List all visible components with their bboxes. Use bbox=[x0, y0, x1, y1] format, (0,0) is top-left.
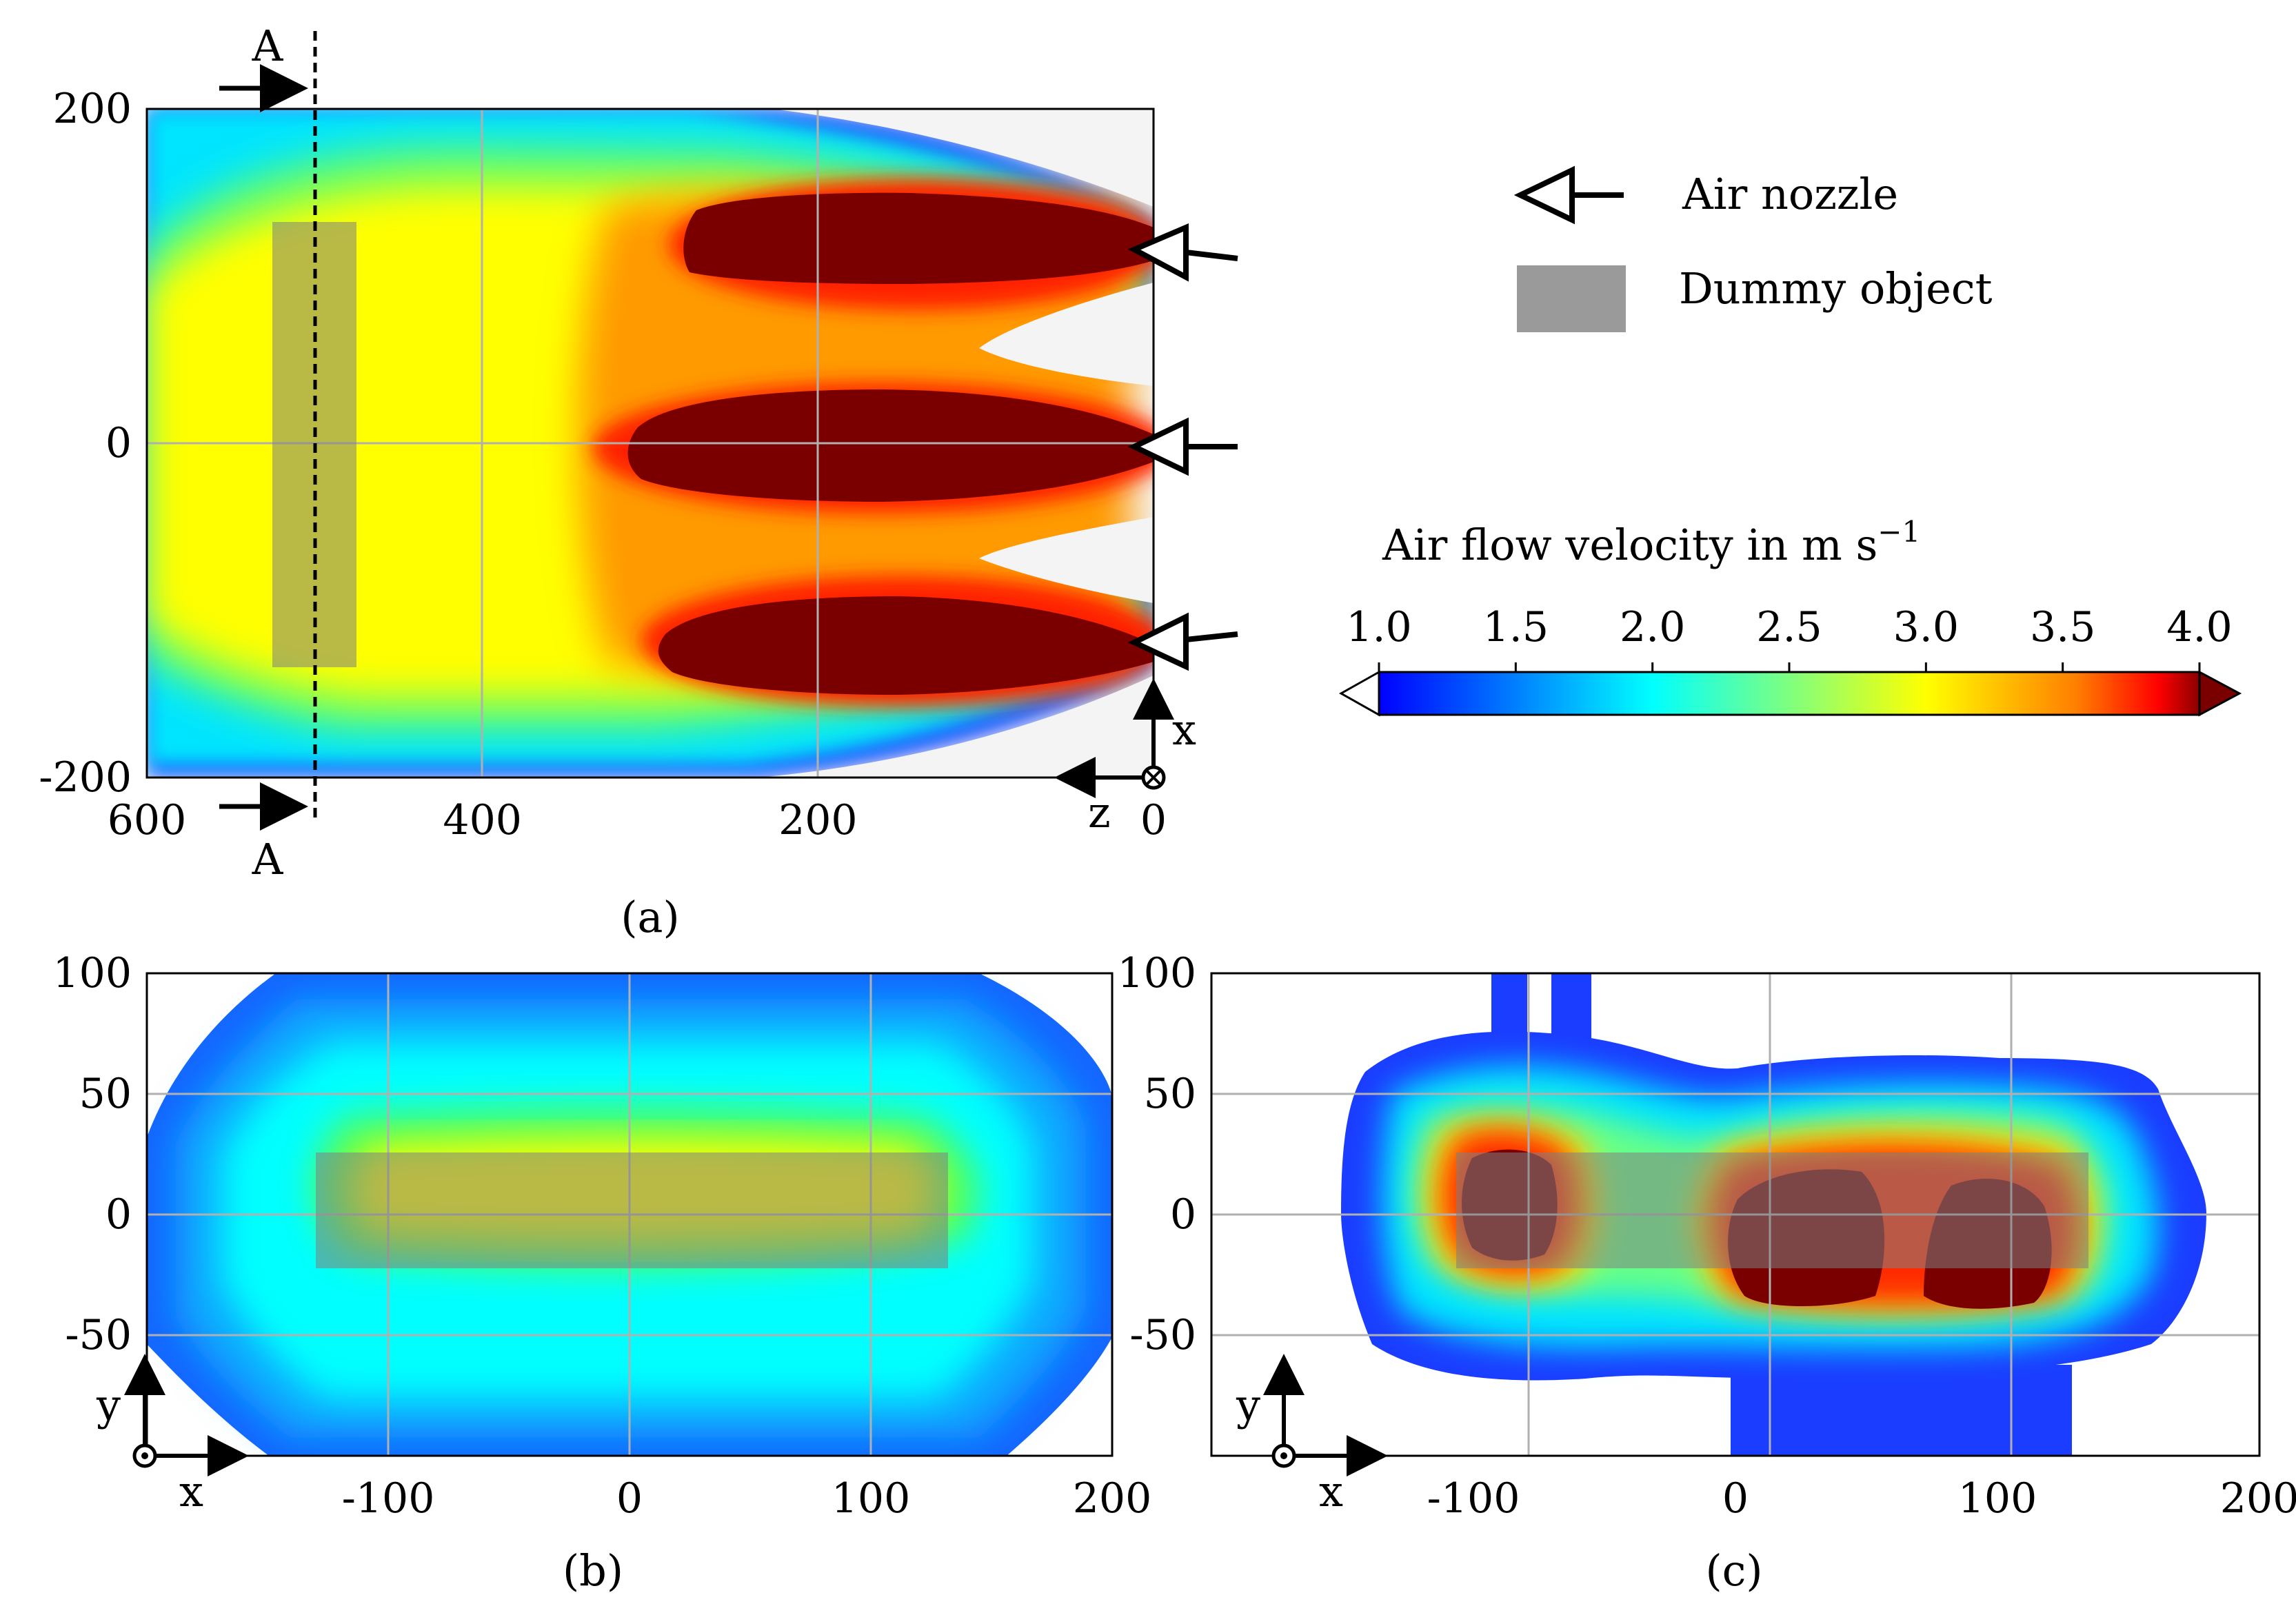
z-axis-tick-label: 0 bbox=[1140, 796, 1167, 844]
y-axis-b-tick-label: 50 bbox=[79, 1070, 132, 1118]
coord-c-x-label: x bbox=[1319, 1466, 1343, 1516]
x-axis-b-tick-label: 0 bbox=[616, 1474, 643, 1523]
panel-b-ticks: -100 0 100 200 100 50 0 -50 bbox=[52, 949, 1151, 1523]
colorbar-tick-label: 3.5 bbox=[2030, 603, 2095, 651]
nozzle-markers bbox=[1127, 223, 1238, 671]
legend-dummy-swatch bbox=[1517, 265, 1626, 332]
jet-core-bottom bbox=[658, 596, 1154, 695]
y-axis-c-tick-label: 0 bbox=[1170, 1190, 1196, 1239]
y-axis-b-tick-label: 0 bbox=[105, 1190, 132, 1239]
section-label-bottom: A bbox=[252, 834, 284, 884]
legend-nozzle-symbol bbox=[1513, 165, 1624, 225]
panel-c: -100 0 100 200 100 50 0 -50 y x (c) bbox=[1117, 949, 2296, 1596]
x-axis-tick-label: 0 bbox=[105, 419, 132, 467]
coord-system-c: y x bbox=[1236, 1354, 1388, 1516]
panel-c-caption: (c) bbox=[1705, 1545, 1762, 1596]
legend-nozzle-label: Air nozzle bbox=[1682, 169, 1898, 219]
x-axis-b-tick-label: 200 bbox=[1073, 1474, 1152, 1523]
nozzle-middle-marker bbox=[1127, 417, 1238, 476]
y-axis-b-tick-label: -50 bbox=[65, 1311, 132, 1359]
y-axis-b-tick-label: 100 bbox=[52, 949, 132, 997]
coord-a-z-label: z bbox=[1088, 787, 1111, 837]
coord-b-x-label: x bbox=[179, 1466, 203, 1516]
y-axis-c-tick-label: -50 bbox=[1129, 1311, 1196, 1359]
panel-c-ticks: -100 0 100 200 100 50 0 -50 bbox=[1117, 949, 2296, 1523]
x-axis-c-tick-label: 100 bbox=[1958, 1474, 2037, 1523]
gap-top-edge bbox=[772, 109, 1154, 207]
dummy-object-c bbox=[1456, 1152, 2088, 1268]
coord-system-a: x z bbox=[1054, 678, 1196, 837]
panel-b: -100 0 100 200 100 50 0 -50 y x (b) bbox=[52, 949, 1151, 1596]
panel-a-ticks: 600 400 200 0 200 0 -200 bbox=[39, 85, 1167, 844]
panel-a-heatmap bbox=[147, 109, 1154, 778]
gap-bottom-edge bbox=[758, 676, 1154, 778]
colorbar-gradient bbox=[1379, 672, 2199, 715]
colorbar-tick-label: 4.0 bbox=[2166, 603, 2232, 651]
coord-c-y-label: y bbox=[1236, 1380, 1260, 1430]
gap-upper bbox=[979, 283, 1154, 386]
colorbar-tick-label: 1.0 bbox=[1346, 603, 1411, 651]
z-axis-tick-label: 200 bbox=[778, 796, 858, 844]
panel-a: 600 400 200 0 200 0 -200 A A bbox=[39, 21, 1238, 942]
coord-b-y-label: y bbox=[96, 1380, 121, 1430]
jet-core-top bbox=[683, 192, 1154, 284]
panel-c-frame bbox=[1210, 972, 2261, 1457]
section-label-top: A bbox=[252, 21, 284, 71]
gap-lower bbox=[979, 517, 1154, 603]
colorbar-title-sup: −1 bbox=[1877, 515, 1920, 549]
y-axis-c-tick-label: 50 bbox=[1144, 1070, 1196, 1118]
z-axis-tick-label: 400 bbox=[443, 796, 522, 844]
y-axis-c-tick-label: 100 bbox=[1117, 949, 1196, 997]
legend-dummy-label: Dummy object bbox=[1679, 263, 1993, 314]
colorbar-tick-label: 3.0 bbox=[1893, 603, 1959, 651]
colorbar-title-main: Air flow velocity in m s bbox=[1382, 520, 1877, 570]
nozzle-top-marker bbox=[1127, 223, 1238, 282]
x-axis-tick-label: 200 bbox=[52, 85, 132, 133]
x-axis-b-tick-label: 100 bbox=[832, 1474, 911, 1523]
x-axis-c-tick-label: 200 bbox=[2220, 1474, 2296, 1523]
panel-a-caption: (a) bbox=[621, 892, 679, 942]
coord-system-b: y x bbox=[96, 1354, 249, 1516]
colorbar-tick-label: 1.5 bbox=[1483, 603, 1549, 651]
colorbar-extend-low bbox=[1338, 670, 1380, 717]
jet-core-middle bbox=[627, 389, 1154, 502]
colorbar-title: Air flow velocity in m s−1 bbox=[1382, 515, 1920, 570]
colorbar-tick-label: 2.0 bbox=[1620, 603, 1685, 651]
colorbar-tick-label: 2.5 bbox=[1756, 603, 1822, 651]
streak-bottom bbox=[1731, 1365, 2072, 1456]
colorbar-ticks: 1.0 1.5 2.0 2.5 3.0 3.5 4.0 bbox=[1346, 603, 2233, 672]
legend: Air nozzle Dummy object bbox=[1513, 165, 1993, 332]
panel-b-caption: (b) bbox=[563, 1545, 623, 1596]
x-axis-c-tick-label: 0 bbox=[1722, 1474, 1749, 1523]
coord-a-x-label: x bbox=[1172, 704, 1196, 755]
colorbar-extend-high bbox=[2198, 670, 2242, 717]
panel-b-frame bbox=[145, 972, 1114, 1457]
x-axis-c-tick-label: -100 bbox=[1427, 1474, 1520, 1523]
x-axis-tick-label: -200 bbox=[39, 753, 132, 802]
z-axis-tick-label: 600 bbox=[108, 796, 187, 844]
x-axis-b-tick-label: -100 bbox=[342, 1474, 435, 1523]
nozzle-bottom-marker bbox=[1127, 612, 1238, 671]
dummy-object-b bbox=[316, 1152, 948, 1268]
colorbar: Air flow velocity in m s−1 1.0 1.5 2.0 2.5 3… bbox=[1338, 515, 2242, 717]
